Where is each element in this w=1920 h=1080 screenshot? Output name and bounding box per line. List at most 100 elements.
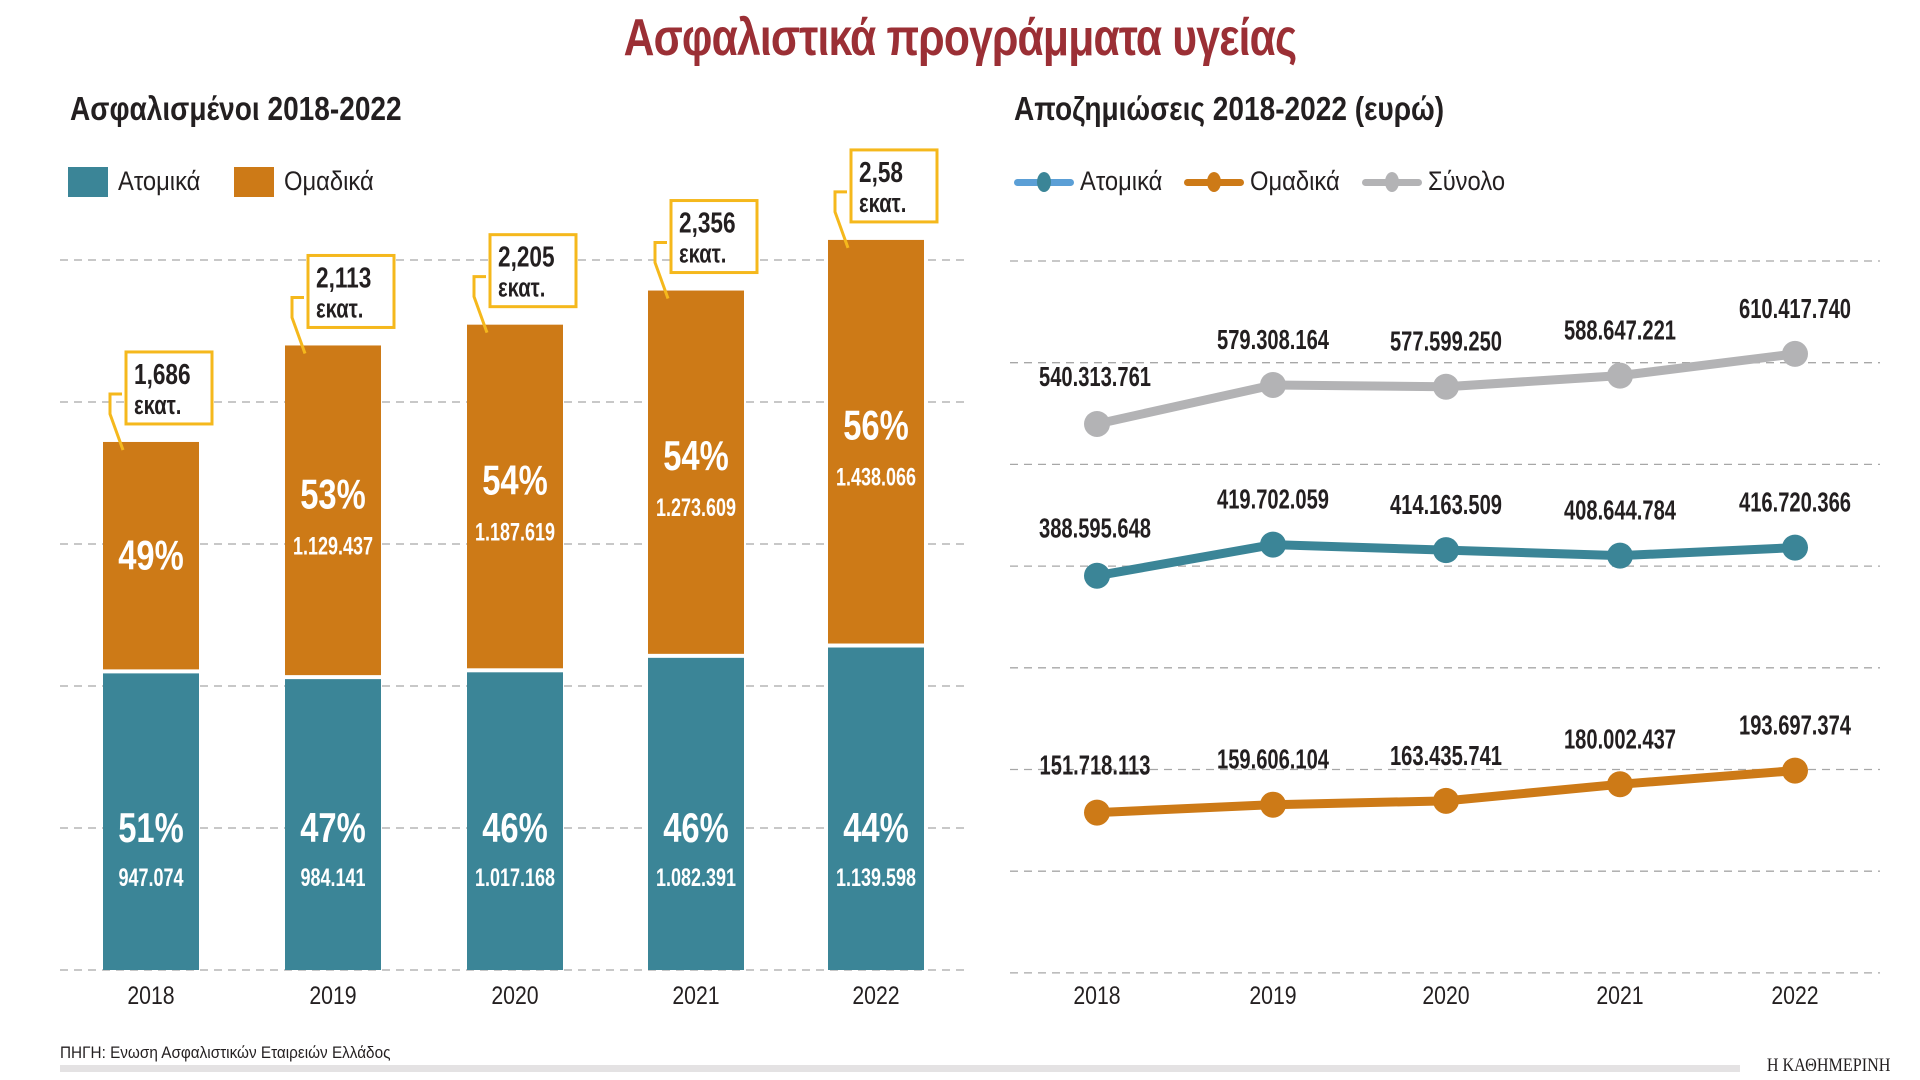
legend-label-omadika-line: Ομαδικά <box>1249 166 1340 196</box>
bar-segment-omadika <box>285 345 381 676</box>
main-title: Ασφαλιστικά προγράμματα υγείας <box>623 9 1298 67</box>
atomika-percent-label: 51% <box>118 804 184 851</box>
callout-total-value: 2,113 <box>316 261 371 294</box>
legend-label-atomika-line: Ατομικά <box>1080 166 1163 196</box>
atomika-percent-label: 44% <box>843 804 909 851</box>
callout-total-value: 2,356 <box>679 206 736 239</box>
line-x-tick-label: 2021 <box>1596 981 1643 1009</box>
callout-total-value: 1,686 <box>134 357 191 390</box>
data-label-atomika: 419.702.059 <box>1217 484 1329 515</box>
data-point-synolo <box>1607 362 1633 389</box>
bar-segment-omadika <box>467 324 563 669</box>
callout-unit: εκατ. <box>679 239 726 268</box>
atomika-value-label: 1.017.168 <box>475 863 555 892</box>
bar-x-tick-label: 2022 <box>852 981 899 1009</box>
omadika-value-label: 1.129.437 <box>293 531 373 560</box>
omadika-swatch <box>233 166 274 197</box>
omadika-percent-label: 56% <box>843 402 909 449</box>
atomika-line-swatch-icon <box>1014 167 1074 197</box>
callout-leader <box>833 190 850 249</box>
bar-chart-legend: Ατομικά Ομαδικά <box>68 166 402 197</box>
bar-x-tick-label: 2021 <box>672 981 719 1009</box>
callout-unit: εκατ. <box>134 391 181 420</box>
bar-segment-atomika <box>103 673 199 970</box>
data-label-synolo: 610.417.740 <box>1739 294 1851 325</box>
publisher-logo: Η ΚΑΘΗΜΕΡΙΝΗ <box>1766 1055 1890 1076</box>
data-label-atomika: 414.163.509 <box>1390 490 1502 521</box>
data-label-synolo: 577.599.250 <box>1390 327 1502 358</box>
callout-unit: εκατ. <box>859 189 906 218</box>
omadika-percent-label: 53% <box>300 470 366 517</box>
data-point-omadika <box>1260 791 1286 818</box>
callout-box <box>306 253 396 329</box>
line-x-tick-label: 2018 <box>1073 981 1120 1009</box>
callout-leader <box>290 295 307 354</box>
data-label-atomika: 408.644.784 <box>1564 496 1676 527</box>
data-label-omadika: 180.002.437 <box>1564 724 1676 755</box>
legend-label-omadika: Ομαδικά <box>283 166 374 196</box>
data-label-synolo: 579.308.164 <box>1217 325 1329 356</box>
callout-total-value: 2,205 <box>498 240 555 273</box>
line-x-tick-label: 2022 <box>1771 981 1818 1009</box>
data-point-atomika <box>1260 531 1286 558</box>
atomika-value-label: 1.139.598 <box>836 863 916 892</box>
omadika-percent-label: 54% <box>482 457 548 504</box>
data-point-synolo <box>1260 371 1286 398</box>
atomika-percent-label: 46% <box>482 804 548 851</box>
omadika-percent-label: 49% <box>118 532 184 579</box>
legend-item-atomika: Ατομικά <box>68 166 212 197</box>
synolo-line-swatch-icon <box>1361 167 1422 197</box>
bar-x-tick-label: 2019 <box>309 981 356 1009</box>
atomika-value-label: 947.074 <box>118 863 183 892</box>
atomika-value-label: 984.141 <box>300 863 365 892</box>
callout-box <box>669 199 759 275</box>
data-label-omadika: 151.718.113 <box>1040 750 1151 781</box>
callout-unit: εκατ. <box>316 294 363 323</box>
bar-x-tick-label: 2018 <box>127 981 174 1009</box>
data-point-atomika <box>1607 542 1633 569</box>
legend-item-omadika-line: Ομαδικά <box>1183 166 1352 197</box>
data-label-synolo: 588.647.221 <box>1564 316 1676 347</box>
omadika-percent-label: 54% <box>663 432 729 479</box>
bar-segment-atomika <box>828 647 924 970</box>
data-point-atomika <box>1782 534 1808 561</box>
legend-label-atomika: Ατομικά <box>118 166 201 196</box>
footer-divider <box>60 1065 1740 1072</box>
bar-chart-title: Ασφαλισμένοι 2018-2022 <box>70 90 402 127</box>
atomika-value-label: 1.082.391 <box>656 863 736 892</box>
bar-segment-omadika <box>828 239 924 644</box>
data-point-synolo <box>1782 340 1808 367</box>
bar-segment-atomika <box>285 679 381 970</box>
data-label-synolo: 540.313.761 <box>1039 362 1151 393</box>
callout-total-value: 2,58 <box>859 155 903 188</box>
callout-leader <box>653 241 670 300</box>
line-x-tick-label: 2020 <box>1422 981 1469 1009</box>
line-chart-legend: Ατομικά Ομαδικά Σύνολο <box>1014 166 1531 197</box>
data-label-omadika: 159.606.104 <box>1217 745 1329 776</box>
atomika-percent-label: 46% <box>663 804 729 851</box>
data-point-synolo <box>1084 410 1110 437</box>
data-point-omadika <box>1084 799 1110 826</box>
callout-unit: εκατ. <box>498 273 545 302</box>
legend-item-synolo-line: Σύνολο <box>1361 166 1516 197</box>
data-point-omadika <box>1433 787 1459 814</box>
callout-leader <box>108 392 125 451</box>
omadika-line-swatch-icon <box>1183 167 1244 197</box>
omadika-value-label: 1.438.066 <box>836 463 916 492</box>
source-note: ΠΗΓΗ: Ενωση Ασφαλιστικών Εταιρειών Ελλάδ… <box>60 1043 391 1062</box>
atomika-percent-label: 47% <box>300 804 366 851</box>
atomika-swatch <box>68 166 108 197</box>
bar-segment-omadika <box>103 441 199 670</box>
data-point-omadika <box>1607 771 1633 798</box>
data-point-atomika <box>1084 562 1110 589</box>
callout-box <box>849 148 939 224</box>
data-point-synolo <box>1433 373 1459 400</box>
data-point-omadika <box>1782 757 1808 784</box>
line-x-tick-label: 2019 <box>1249 981 1296 1009</box>
